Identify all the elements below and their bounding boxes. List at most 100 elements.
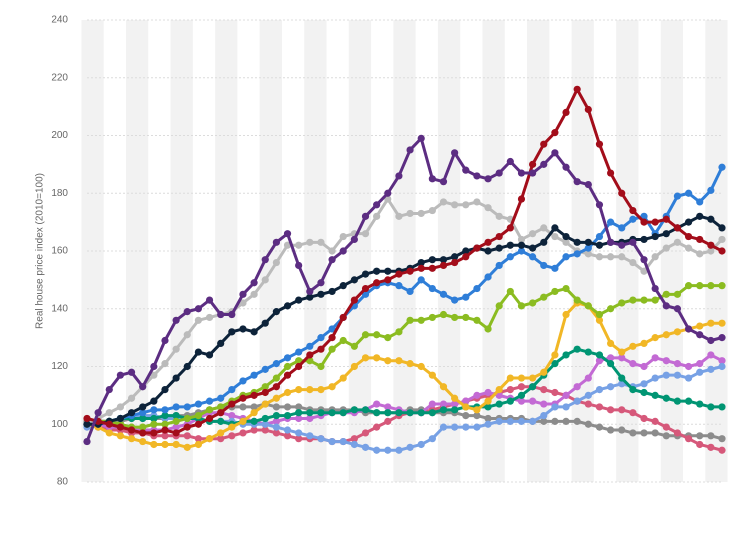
point <box>150 420 158 428</box>
point <box>451 394 459 402</box>
point <box>439 406 448 414</box>
point <box>183 423 191 431</box>
point <box>562 238 570 246</box>
point <box>283 354 292 362</box>
point <box>640 380 648 388</box>
point <box>462 411 470 420</box>
point <box>150 429 158 437</box>
point <box>150 397 158 405</box>
point <box>428 284 436 293</box>
point <box>551 264 559 272</box>
point <box>272 411 280 420</box>
point <box>451 296 459 304</box>
point <box>707 282 715 290</box>
point <box>350 276 358 284</box>
point <box>451 423 459 431</box>
point <box>562 417 570 425</box>
point <box>417 440 425 449</box>
point <box>317 362 325 371</box>
point <box>228 386 236 394</box>
point <box>606 305 615 313</box>
point <box>606 169 615 177</box>
y-axis-label: Real house price index (2010=100) <box>35 173 46 329</box>
point <box>662 394 670 402</box>
point <box>606 426 615 434</box>
point <box>540 368 548 376</box>
point <box>395 282 403 290</box>
point <box>283 426 292 434</box>
point <box>317 386 325 394</box>
point <box>506 374 514 382</box>
point <box>205 351 214 359</box>
point <box>473 423 481 431</box>
point <box>161 406 169 414</box>
point <box>228 432 236 440</box>
point <box>295 429 303 437</box>
point <box>127 394 136 402</box>
point <box>551 388 559 397</box>
point <box>417 264 425 272</box>
series-line <box>86 284 722 429</box>
point <box>439 290 448 298</box>
point <box>439 400 448 408</box>
point <box>718 235 726 244</box>
point <box>451 149 459 157</box>
point <box>562 310 570 319</box>
point <box>283 230 292 238</box>
point <box>373 267 381 275</box>
point <box>183 432 191 440</box>
point <box>629 386 637 394</box>
point <box>462 403 470 411</box>
point <box>651 284 659 293</box>
point <box>250 371 258 379</box>
point <box>584 348 592 356</box>
point <box>484 397 492 405</box>
point <box>406 316 414 324</box>
point <box>217 339 225 347</box>
point <box>373 409 381 417</box>
point <box>618 253 626 261</box>
point <box>328 409 336 417</box>
column-band <box>170 20 193 482</box>
point <box>529 244 537 252</box>
point <box>172 403 180 411</box>
point <box>250 279 258 287</box>
point <box>261 276 269 284</box>
point <box>105 386 113 394</box>
point <box>651 218 659 226</box>
point <box>451 201 459 209</box>
point <box>573 250 581 258</box>
point <box>373 212 381 220</box>
point <box>428 400 436 408</box>
point <box>684 282 693 290</box>
point <box>551 224 559 232</box>
point <box>562 253 570 261</box>
point <box>339 232 347 241</box>
point <box>606 238 615 246</box>
point <box>250 290 258 298</box>
point <box>295 362 303 371</box>
point <box>651 374 659 382</box>
point <box>629 342 637 350</box>
point <box>662 423 670 431</box>
point <box>217 409 225 417</box>
point <box>395 270 403 278</box>
point <box>306 293 314 301</box>
point <box>250 426 258 434</box>
point <box>696 368 704 376</box>
point <box>361 212 370 220</box>
point <box>551 417 559 425</box>
point <box>696 440 704 449</box>
point <box>272 394 280 402</box>
point <box>506 417 514 425</box>
point <box>606 383 615 391</box>
point <box>328 287 336 296</box>
point <box>562 163 570 171</box>
point <box>250 403 258 411</box>
point <box>361 284 370 293</box>
point <box>283 388 292 397</box>
point <box>83 437 91 446</box>
point <box>718 224 726 232</box>
point <box>317 409 325 417</box>
